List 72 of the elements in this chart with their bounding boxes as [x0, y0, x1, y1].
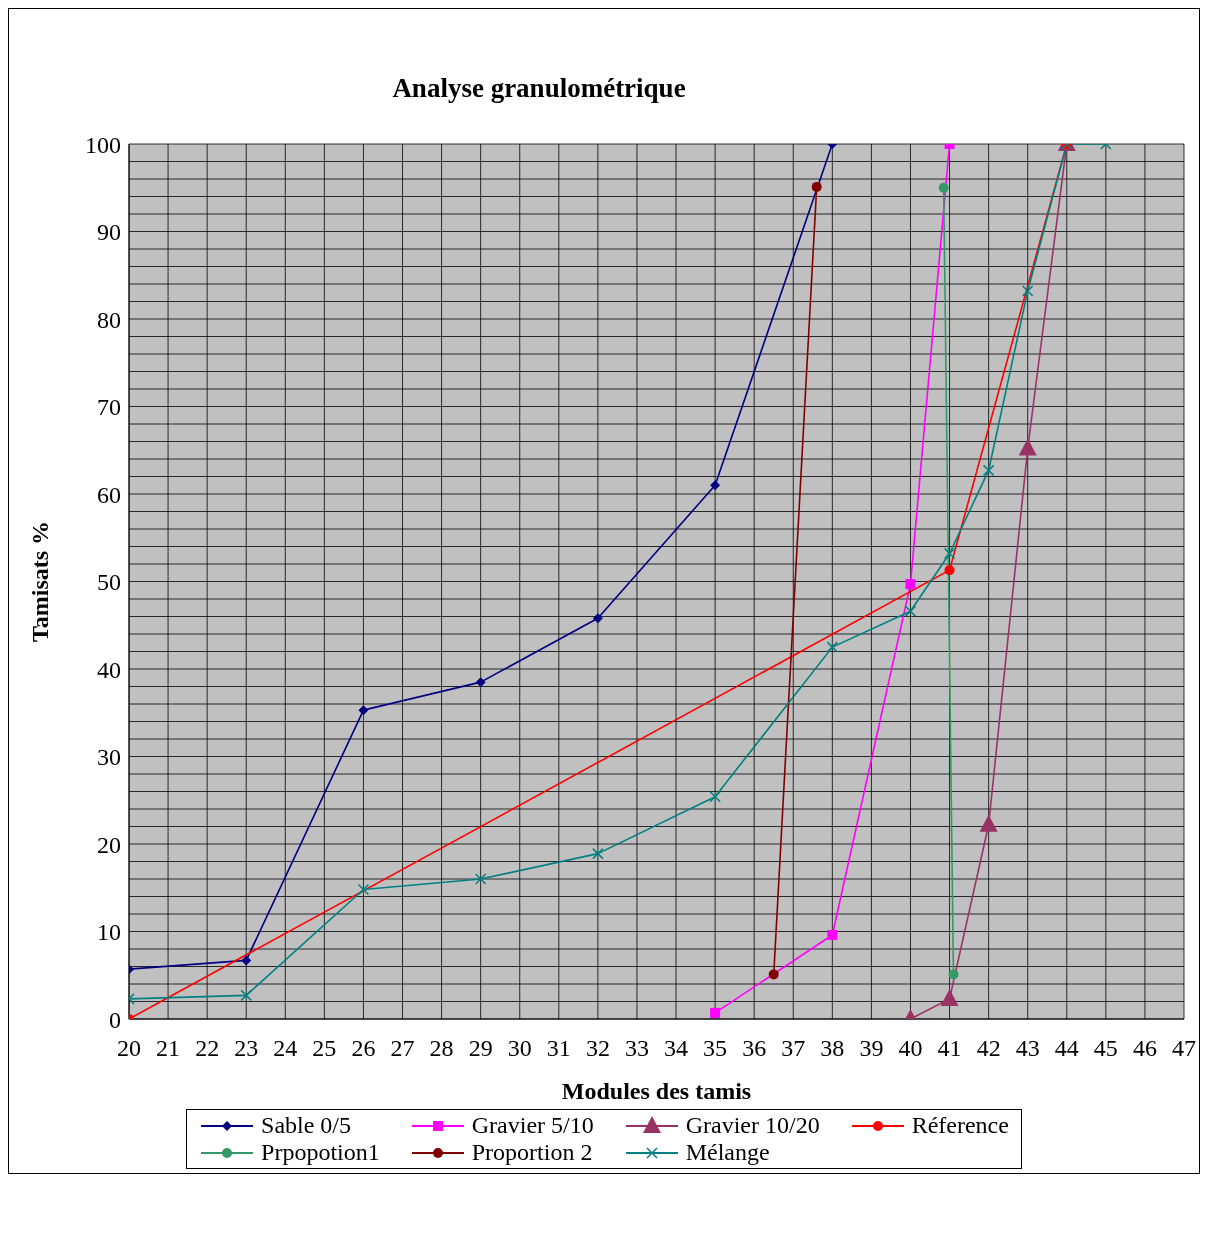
x-tick-label: 41	[937, 1035, 962, 1062]
point	[943, 547, 956, 560]
point	[358, 705, 369, 716]
x-tick-label: 39	[859, 1035, 884, 1062]
x-tick-label: 32	[585, 1035, 610, 1062]
legend-label: Réference	[911, 1112, 1009, 1139]
x-tick-label: 42	[976, 1035, 1001, 1062]
legend-label: Prpopotion1	[261, 1139, 380, 1166]
y-tick-label: 50	[97, 569, 121, 596]
point	[768, 969, 779, 980]
x-tick-label: 37	[781, 1035, 806, 1062]
x-tick-label: 29	[468, 1035, 493, 1062]
point	[944, 565, 955, 576]
x-tick-label: 20	[117, 1035, 141, 1062]
y-tick-label: 70	[97, 394, 121, 421]
point	[982, 464, 995, 477]
x-tick-label: 22	[195, 1035, 220, 1062]
x-tick-label: 45	[1093, 1035, 1118, 1062]
x-tick-label: 44	[1054, 1035, 1079, 1062]
x-tick-label: 23	[234, 1035, 259, 1062]
point	[904, 605, 917, 617]
y-axis-title: Tamisats %	[26, 520, 53, 643]
point	[241, 955, 252, 966]
y-tick-label: 60	[97, 481, 121, 508]
y-tick-label: 30	[97, 744, 121, 771]
point	[240, 989, 252, 1002]
x-tick-label: 40	[898, 1035, 923, 1062]
point	[979, 814, 998, 832]
x-tick-label: 35	[703, 1035, 728, 1062]
x-tick-label: 34	[664, 1035, 689, 1062]
y-tick-label: 10	[97, 919, 121, 946]
x-tick-label: 43	[1015, 1035, 1040, 1062]
point	[710, 480, 721, 491]
point	[592, 847, 604, 860]
x-tick-label: 24	[273, 1035, 298, 1062]
x-tick-label: 21	[156, 1035, 181, 1062]
x-tick-label: 46	[1132, 1035, 1157, 1062]
chart-title: Analyse granulométrique	[391, 72, 687, 104]
legend-label: Proportion 2	[471, 1139, 593, 1166]
x-tick-label: 38	[820, 1035, 845, 1062]
y-tick-label: 20	[97, 831, 121, 858]
point	[474, 873, 487, 885]
point	[940, 988, 959, 1006]
point	[948, 969, 959, 980]
y-tick-label: 100	[85, 131, 121, 158]
point	[709, 791, 721, 803]
point	[710, 1007, 721, 1018]
legend-label: Sable 0/5	[261, 1112, 352, 1139]
x-tick-label: 30	[507, 1035, 532, 1062]
point	[357, 883, 370, 896]
x-tick-label: 47	[1172, 1035, 1196, 1062]
point	[592, 613, 603, 624]
x-tick-label: 31	[546, 1035, 571, 1062]
y-tick-label: 90	[97, 219, 121, 246]
y-tick-label: 0	[109, 1006, 121, 1033]
point	[826, 641, 839, 653]
point	[905, 579, 916, 590]
y-tick-label: 40	[97, 656, 121, 683]
x-tick-label: 28	[429, 1035, 454, 1062]
x-tick-label: 33	[624, 1035, 649, 1062]
point	[1021, 285, 1034, 297]
x-tick-label: 36	[742, 1035, 767, 1062]
x-tick-label: 27	[390, 1035, 415, 1062]
point	[827, 930, 838, 940]
legend-label: Gravier 10/20	[685, 1112, 820, 1139]
x-tick-label: 26	[351, 1035, 376, 1062]
legend-label: Mélange	[685, 1139, 770, 1166]
x-axis-title: Modules des tamis	[561, 1078, 752, 1104]
y-tick-label: 80	[97, 306, 121, 333]
x-tick-label: 25	[312, 1035, 337, 1062]
point	[475, 677, 486, 688]
legend-label: Gravier 5/10	[471, 1112, 594, 1139]
